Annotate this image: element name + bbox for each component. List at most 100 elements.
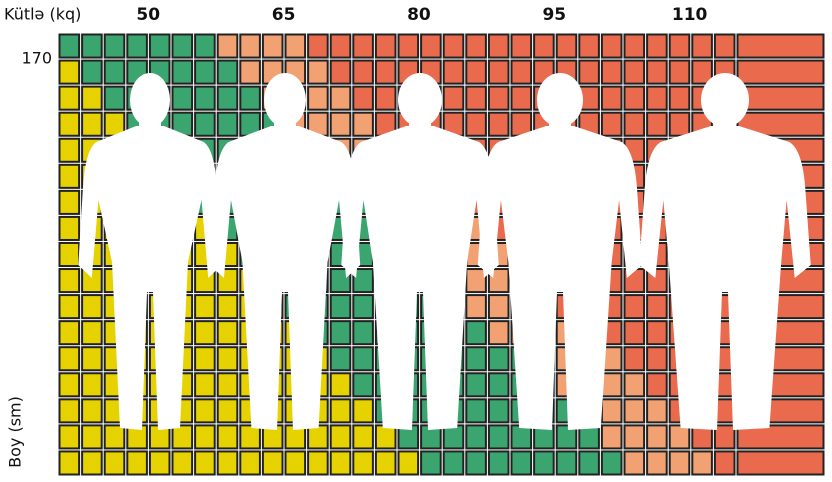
cell xyxy=(329,320,352,346)
cell xyxy=(510,85,533,111)
cell xyxy=(623,320,646,346)
cell xyxy=(261,33,284,59)
cell xyxy=(646,33,668,59)
cell xyxy=(216,320,239,346)
body xyxy=(341,126,499,430)
cell xyxy=(239,450,261,476)
cell xyxy=(216,424,239,450)
cell xyxy=(58,241,81,268)
cell xyxy=(307,85,329,111)
cell xyxy=(58,294,81,320)
cell xyxy=(329,59,352,85)
cell xyxy=(646,398,668,424)
cell xyxy=(307,424,329,450)
cell xyxy=(58,33,81,59)
cell xyxy=(646,346,668,372)
cell xyxy=(487,294,510,320)
cell xyxy=(103,85,126,111)
cell xyxy=(329,346,352,372)
cell xyxy=(465,268,487,294)
cell xyxy=(329,268,352,294)
cell xyxy=(600,85,623,111)
cell xyxy=(691,33,713,59)
cell xyxy=(578,450,600,476)
cell xyxy=(352,346,374,372)
cell xyxy=(194,398,216,424)
cell xyxy=(126,33,148,59)
cell xyxy=(555,450,578,476)
cell xyxy=(352,398,374,424)
cell xyxy=(578,33,600,59)
cell xyxy=(465,59,487,85)
cell xyxy=(194,372,216,398)
cell xyxy=(646,294,668,320)
cell xyxy=(736,59,825,85)
cell xyxy=(352,33,374,59)
cell xyxy=(284,33,307,59)
cell xyxy=(555,424,578,450)
cell xyxy=(194,294,216,320)
cell xyxy=(329,450,352,476)
cell xyxy=(307,59,329,85)
silhouettes xyxy=(78,73,811,430)
y-tick-label: 170 xyxy=(21,49,52,68)
cell xyxy=(713,424,736,450)
cell xyxy=(329,111,352,137)
cell xyxy=(668,59,691,85)
cell xyxy=(465,450,487,476)
cell xyxy=(194,85,216,111)
cell xyxy=(533,33,555,59)
cell xyxy=(58,450,81,476)
cell xyxy=(487,85,510,111)
cell xyxy=(81,372,103,398)
cell xyxy=(374,450,397,476)
cell xyxy=(58,111,81,137)
cell xyxy=(465,33,487,59)
cell xyxy=(171,59,194,85)
x-tick-label: 80 xyxy=(407,5,431,25)
cell xyxy=(487,346,510,372)
head xyxy=(701,73,749,127)
x-axis-label: Kütlə (kq) xyxy=(4,5,81,24)
cell xyxy=(329,424,352,450)
cell xyxy=(623,59,646,85)
cell xyxy=(81,33,103,59)
cell xyxy=(352,59,374,85)
cell xyxy=(487,398,510,424)
cell xyxy=(600,424,623,450)
cell xyxy=(81,424,103,450)
cell xyxy=(239,85,261,111)
cell xyxy=(487,450,510,476)
cell xyxy=(510,450,533,476)
cell xyxy=(487,320,510,346)
cell xyxy=(465,346,487,372)
cell xyxy=(307,450,329,476)
cell xyxy=(397,33,420,59)
cell xyxy=(646,59,668,85)
body xyxy=(209,126,361,430)
cell xyxy=(623,85,646,111)
cell xyxy=(216,59,239,85)
cell xyxy=(646,85,668,111)
cell xyxy=(284,450,307,476)
cell xyxy=(239,59,261,85)
cell xyxy=(216,346,239,372)
cell xyxy=(58,424,81,450)
head xyxy=(398,73,442,127)
cell xyxy=(623,294,646,320)
cell xyxy=(81,320,103,346)
cell xyxy=(646,111,668,137)
cell xyxy=(194,320,216,346)
cell xyxy=(58,189,81,215)
cell xyxy=(216,398,239,424)
cell xyxy=(646,450,668,476)
cell xyxy=(555,33,578,59)
cell xyxy=(510,424,533,450)
cell xyxy=(713,450,736,476)
cell xyxy=(397,450,420,476)
cell xyxy=(352,85,374,111)
cell xyxy=(352,111,374,137)
cell xyxy=(420,450,442,476)
cell xyxy=(103,424,126,450)
